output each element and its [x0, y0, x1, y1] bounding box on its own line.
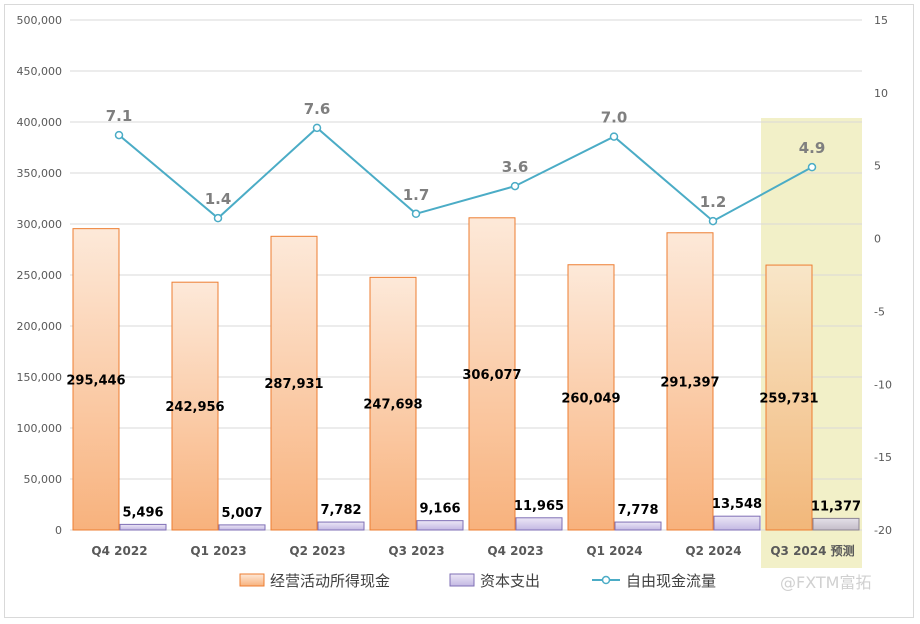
ocf-bar: [171, 281, 219, 531]
fcf-data-label: 3.6: [502, 158, 529, 176]
fcf-point: [510, 181, 520, 191]
capex-bar: [614, 521, 662, 531]
fcf-data-label: 1.7: [403, 186, 430, 204]
ocf-data-label: 260,049: [561, 391, 620, 406]
x-category-label: Q1 2023: [190, 544, 246, 558]
capex-data-label: 9,166: [419, 502, 460, 517]
capex-data-label: 11,377: [811, 499, 861, 514]
x-category-label: Q2 2024: [685, 544, 741, 558]
fcf-data-label: 4.9: [799, 139, 826, 157]
y-right-tick: 10: [874, 87, 888, 100]
fcf-point: [114, 130, 124, 140]
y-right-tick: 5: [874, 160, 881, 173]
y-right-tick: -10: [874, 378, 892, 391]
y-left-tick: 150,000: [17, 371, 63, 384]
capex-data-label: 7,778: [617, 503, 658, 518]
watermark: @FXTM富拓: [780, 573, 871, 592]
capex-bar: [416, 520, 464, 531]
x-category-label: Q4 2023: [487, 544, 543, 558]
y-left-tick: 0: [55, 524, 62, 537]
y-left-tick: 250,000: [17, 269, 63, 282]
fcf-point: [213, 213, 223, 223]
capex-bar: [812, 517, 860, 531]
fcf-data-label: 7.6: [304, 100, 331, 118]
y-left-tick: 300,000: [17, 218, 63, 231]
y-left-tick: 350,000: [17, 167, 63, 180]
y-left-tick: 400,000: [17, 116, 63, 129]
chart-frame: [4, 4, 914, 618]
ocf-data-label: 295,446: [66, 373, 125, 388]
y-left-tick: 100,000: [17, 422, 63, 435]
capex-data-label: 7,782: [320, 503, 361, 518]
ocf-data-label: 287,931: [264, 377, 323, 392]
ocf-bar: [765, 264, 813, 531]
capex-bar: [515, 517, 563, 531]
ocf-data-label: 242,956: [165, 400, 224, 415]
ocf-data-label: 291,397: [660, 375, 719, 390]
capex-bar: [317, 521, 365, 531]
legend-capex-label: 资本支出: [480, 572, 540, 590]
x-category-label: Q4 2022: [91, 544, 147, 558]
ocf-bar: [666, 232, 714, 531]
x-category-label: Q2 2023: [289, 544, 345, 558]
fcf-point: [312, 123, 322, 133]
x-category-label: Q3 2024 预测: [770, 543, 854, 558]
fcf-point: [708, 216, 718, 226]
legend-ocf-swatch: [239, 573, 265, 587]
y-left-tick: 50,000: [24, 473, 63, 486]
ocf-data-label: 247,698: [363, 398, 422, 413]
capex-bar: [218, 524, 266, 531]
y-left-tick: 450,000: [17, 65, 63, 78]
y-right-tick: -20: [874, 524, 892, 537]
y-right-tick: 0: [874, 233, 881, 246]
legend-fcf-label: 自由现金流量: [626, 572, 716, 590]
y-right-tick: -5: [874, 305, 885, 318]
y-left-tick: 500,000: [17, 14, 63, 27]
legend-capex-swatch: [449, 573, 475, 587]
y-right-tick: -15: [874, 451, 892, 464]
ocf-data-label: 259,731: [759, 392, 818, 407]
capex-data-label: 13,548: [712, 497, 762, 512]
ocf-bar: [468, 217, 516, 531]
capex-data-label: 5,496: [122, 505, 163, 520]
fcf-point: [609, 132, 619, 141]
x-category-label: Q3 2023: [388, 544, 444, 558]
capex-data-label: 11,965: [514, 499, 564, 514]
ocf-data-label: 306,077: [462, 368, 521, 383]
capex-bar: [119, 523, 167, 531]
x-category-label: Q1 2024: [586, 544, 642, 558]
fcf-data-label: 1.4: [205, 190, 232, 208]
fcf-point: [807, 162, 817, 172]
fcf-line: [118, 126, 813, 223]
fcf-data-label: 7.0: [601, 109, 628, 127]
ocf-bar: [567, 264, 615, 531]
ocf-bar: [72, 228, 120, 531]
ocf-bar: [270, 235, 318, 531]
y-left-tick: 200,000: [17, 320, 63, 333]
fcf-point: [411, 209, 421, 219]
fcf-data-label: 1.2: [700, 193, 727, 211]
ocf-bar: [369, 276, 417, 531]
capex-bar: [713, 515, 761, 531]
capex-data-label: 5,007: [221, 506, 262, 521]
y-right-tick: 15: [874, 14, 888, 27]
legend-fcf-marker: [601, 575, 611, 585]
fcf-data-label: 7.1: [106, 107, 133, 125]
legend-ocf-label: 经营活动所得现金: [270, 572, 390, 590]
